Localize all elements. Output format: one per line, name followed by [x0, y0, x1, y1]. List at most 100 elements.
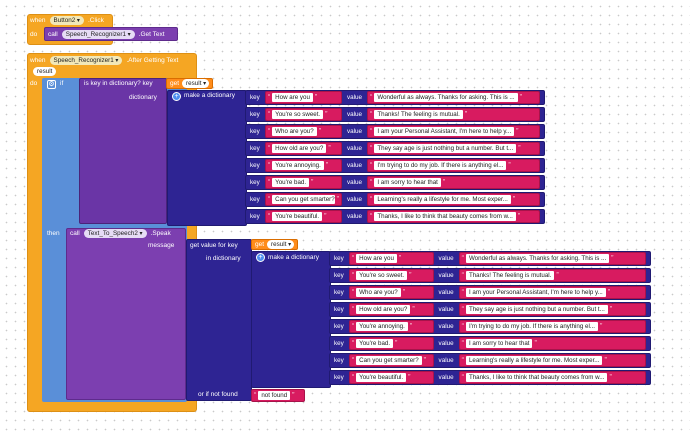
result-param[interactable]: result: [33, 67, 57, 76]
dictionary-pair[interactable]: key “You're bad.” value “I am sorry to hear…: [329, 336, 651, 351]
key-text[interactable]: Who are you?: [356, 288, 401, 297]
make-dictionary-block-2[interactable]: [251, 251, 331, 388]
key-text-block[interactable]: “How old are you?”: [264, 142, 342, 155]
key-text[interactable]: Can you get smarter?: [356, 356, 422, 365]
dictionary-pair[interactable]: key “Can you get smarter?” value “Learning'…: [245, 192, 545, 207]
key-text[interactable]: How old are you?: [272, 144, 327, 153]
key-text[interactable]: You're bad.: [356, 339, 394, 348]
value-text-block[interactable]: “I'm trying to do my job. If there is an…: [458, 320, 646, 333]
key-text-block[interactable]: “Who are you?”: [348, 286, 434, 299]
key-text[interactable]: You're beautiful.: [356, 373, 407, 382]
value-text-block[interactable]: “Learning's really a lifestyle for me. M…: [458, 354, 646, 367]
value-text-block[interactable]: “I am your Personal Assistant, I'm here …: [367, 125, 540, 138]
dictionary-pair[interactable]: key “You're beautiful.” value “Thanks, I li…: [245, 209, 545, 224]
value-text-block[interactable]: “Thanks, I like to think that beauty com…: [458, 371, 646, 384]
speak-call-block[interactable]: [66, 228, 186, 400]
value-text[interactable]: Thanks, I like to think that beauty come…: [465, 373, 608, 382]
key-text-block[interactable]: “Can you get smarter?”: [348, 354, 434, 367]
not-found-text-block[interactable]: “not found”: [251, 389, 305, 402]
button2-component-dropdown[interactable]: Button2: [49, 16, 84, 25]
value-text[interactable]: I'm trying to do my job. If there is any…: [465, 322, 598, 331]
value-text[interactable]: They say age is just nothing but a numbe…: [374, 144, 517, 153]
dictionary-pair[interactable]: key “How old are you?” value “They say age …: [245, 141, 545, 156]
speech-recognizer1-dropdown[interactable]: Speech_Recognizer1: [61, 29, 135, 39]
key-text-block[interactable]: “You're so sweet.”: [348, 269, 434, 282]
value-text-block[interactable]: “They say age is just nothing but a numb…: [458, 303, 646, 316]
value-text-block[interactable]: “Thanks! The feeling is mutual.”: [458, 269, 646, 282]
value-text-block[interactable]: “Learning's really a lifestyle for me. M…: [367, 193, 540, 206]
key-text-block[interactable]: “You're bad.”: [348, 337, 434, 350]
dictionary-pair[interactable]: key “You're annoying.” value “I'm trying to…: [245, 158, 545, 173]
key-text-block[interactable]: “You're so sweet.”: [264, 108, 342, 121]
dictionary-pair[interactable]: key “How are you” value “Wonderful as alway…: [245, 90, 545, 105]
key-text-block[interactable]: “You're bad.”: [264, 176, 342, 189]
key-text[interactable]: How are you: [356, 254, 397, 263]
key-text[interactable]: Can you get smarter?: [272, 195, 335, 204]
text-to-speech2-dropdown[interactable]: Text_To_Speech2: [83, 229, 147, 238]
key-text-block[interactable]: “Can you get smarter?”: [264, 193, 342, 206]
value-text[interactable]: I am sorry to hear that: [465, 339, 533, 348]
key-text-block[interactable]: “You're beautiful.”: [264, 210, 342, 223]
dictionary-pair[interactable]: key “You're bad.” value “I am sorry to hear…: [245, 175, 545, 190]
not-found-text[interactable]: not found: [258, 391, 291, 400]
value-text[interactable]: I'm trying to do my job. If there is any…: [374, 161, 507, 170]
key-text[interactable]: You're bad.: [272, 178, 310, 187]
mutator-plus-icon-2[interactable]: +: [256, 253, 265, 262]
result-var-dropdown[interactable]: result: [182, 79, 209, 88]
dictionary-pair[interactable]: key “You're beautiful.” value “Thanks, I li…: [329, 370, 651, 385]
mutator-plus-icon[interactable]: +: [172, 92, 181, 101]
value-text[interactable]: I am sorry to hear that: [374, 178, 441, 187]
value-text-block[interactable]: “I'm trying to do my job. If there is an…: [367, 159, 540, 172]
value-text-block[interactable]: “I am sorry to hear that”: [367, 176, 540, 189]
key-text-block[interactable]: “You're beautiful.”: [348, 371, 434, 384]
value-text[interactable]: I am your Personal Assistant, I'm here t…: [465, 288, 606, 297]
dictionary-pair[interactable]: key “You're so sweet.” value “Thanks! The f…: [329, 268, 651, 283]
key-text[interactable]: Who are you?: [272, 127, 317, 136]
get-value-for-key-block[interactable]: [186, 239, 252, 401]
key-text-block[interactable]: “Who are you?”: [264, 125, 342, 138]
key-text[interactable]: You're so sweet.: [356, 271, 408, 280]
speech-recognizer1-component-dropdown[interactable]: Speech_Recognizer1: [49, 56, 123, 65]
value-text[interactable]: Wonderful as always. Thanks for asking. …: [374, 93, 518, 102]
value-text[interactable]: Wonderful as always. Thanks for asking. …: [465, 254, 610, 263]
dictionary-pair[interactable]: key “How old are you?” value “They say age …: [329, 302, 651, 317]
value-text[interactable]: Thanks! The feeling is mutual.: [465, 271, 555, 280]
value-text-block[interactable]: “Thanks! The feeling is mutual.”: [367, 108, 540, 121]
value-text[interactable]: Thanks! The feeling is mutual.: [374, 110, 463, 119]
result-var-dropdown-2[interactable]: result: [267, 240, 294, 249]
key-text-block[interactable]: “How are you”: [264, 91, 342, 104]
get-result-block-2[interactable]: get result: [251, 239, 298, 250]
key-text-block[interactable]: “How old are you?”: [348, 303, 434, 316]
value-text[interactable]: Thanks, I like to think that beauty come…: [374, 212, 516, 221]
key-text[interactable]: How are you: [272, 93, 313, 102]
value-text-block[interactable]: “I am sorry to hear that”: [458, 337, 646, 350]
dictionary-pair[interactable]: key “You're annoying.” value “I'm trying to…: [329, 319, 651, 334]
is-key-in-dictionary-block[interactable]: [79, 78, 167, 224]
call-get-text-block[interactable]: call Speech_Recognizer1 .Get Text: [44, 27, 178, 41]
dictionary-pair[interactable]: key “Who are you?” value “I am your Persona…: [329, 285, 651, 300]
dictionary-pair[interactable]: key “You're so sweet.” value “Thanks! The f…: [245, 107, 545, 122]
dictionary-pair[interactable]: key “Who are you?” value “I am your Persona…: [245, 124, 545, 139]
value-text-block[interactable]: “Wonderful as always. Thanks for asking.…: [458, 252, 646, 265]
key-text-block[interactable]: “You're annoying.”: [264, 159, 342, 172]
gear-icon[interactable]: ⚙: [47, 80, 56, 89]
value-text-block[interactable]: “Wonderful as always. Thanks for asking.…: [367, 91, 540, 104]
value-text-block[interactable]: “They say age is just nothing but a numb…: [367, 142, 540, 155]
get-result-block[interactable]: get result: [166, 78, 213, 89]
key-text[interactable]: You're annoying.: [356, 322, 408, 331]
key-text[interactable]: You're beautiful.: [272, 212, 323, 221]
value-text-block[interactable]: “Thanks, I like to think that beauty com…: [367, 210, 540, 223]
key-text[interactable]: You're annoying.: [272, 161, 324, 170]
key-text[interactable]: You're so sweet.: [272, 110, 324, 119]
value-text-block[interactable]: “I am your Personal Assistant, I'm here …: [458, 286, 646, 299]
dictionary-pair[interactable]: key “How are you” value “Wonderful as alway…: [329, 251, 651, 266]
key-text-block[interactable]: “You're annoying.”: [348, 320, 434, 333]
value-text[interactable]: They say age is just nothing but a numbe…: [465, 305, 608, 314]
value-text[interactable]: Learning's really a lifestyle for me. Mo…: [465, 356, 603, 365]
value-text[interactable]: Learning's really a lifestyle for me. Mo…: [374, 195, 511, 204]
key-text[interactable]: How old are you?: [356, 305, 411, 314]
make-dictionary-block[interactable]: [167, 90, 247, 226]
dictionary-pair[interactable]: key “Can you get smarter?” value “Learning'…: [329, 353, 651, 368]
key-text-block[interactable]: “How are you”: [348, 252, 434, 265]
value-text[interactable]: I am your Personal Assistant, I'm here t…: [374, 127, 515, 136]
